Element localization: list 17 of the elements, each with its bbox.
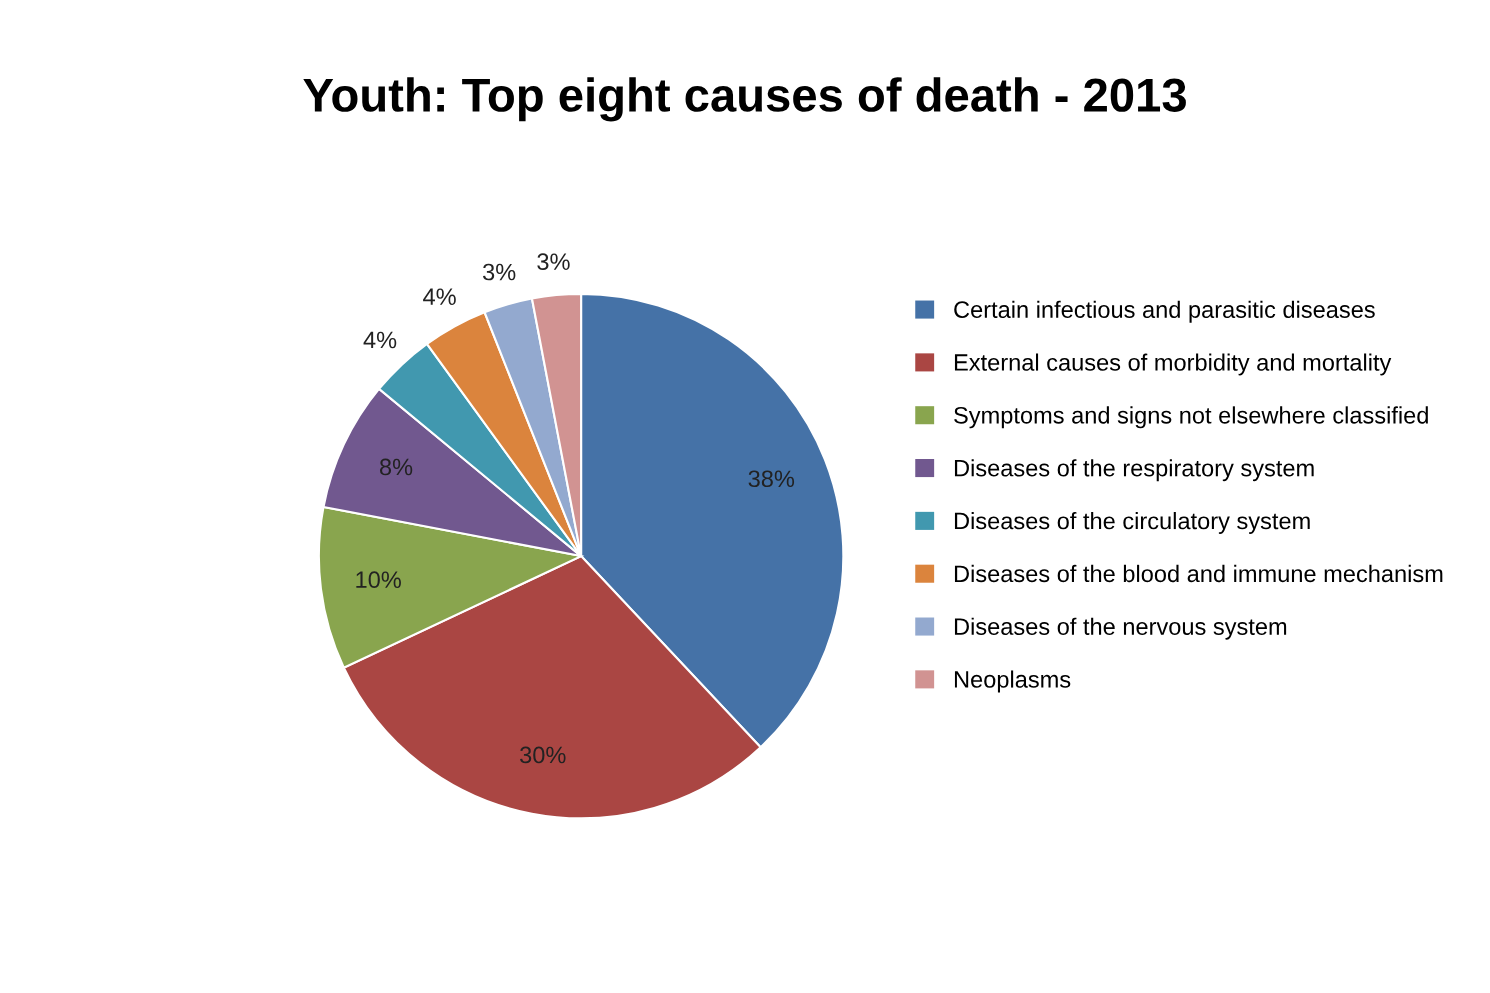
legend-label: Diseases of the nervous system [954, 617, 1287, 640]
data-label: 30% [520, 746, 566, 764]
legend-label: Symptoms and signs not elsewhere classified [954, 406, 1428, 429]
legend-label: Diseases of the respiratory system [954, 459, 1314, 482]
data-label: 8% [379, 458, 413, 476]
data-label: 3% [483, 263, 516, 281]
chart-title: Youth: Top eight causes of death - 2013 [303, 77, 1186, 122]
data-label: 10% [356, 571, 401, 589]
legend-label: Certain infectious and parasitic diseases [954, 300, 1375, 323]
legend-label: Diseases of the circulatory system [954, 511, 1310, 534]
legend-label: Diseases of the blood and immune mechanism [954, 564, 1443, 583]
legend-label: Neoplasms [954, 670, 1071, 693]
legend-label: External causes of morbidity and mortality [954, 353, 1392, 376]
data-label: 4% [423, 288, 456, 305]
data-label: 38% [748, 470, 795, 488]
data-label: 3% [537, 253, 570, 271]
data-label: 4% [363, 331, 397, 349]
